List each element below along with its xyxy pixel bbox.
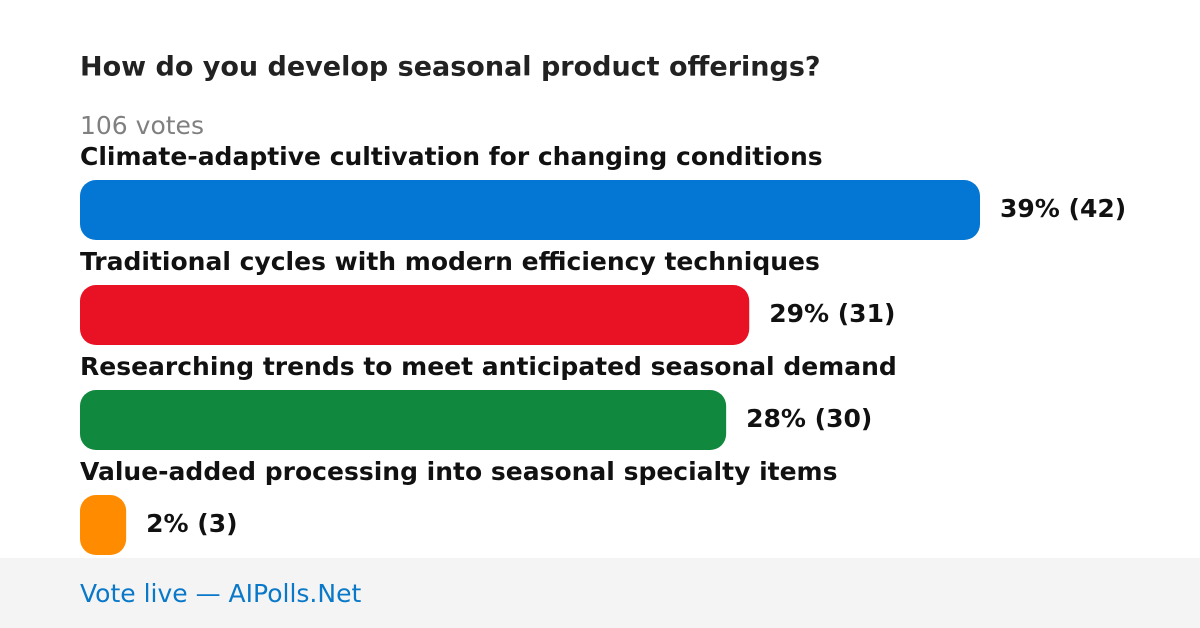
value-label: 2% (3) <box>146 509 237 538</box>
option-label: Traditional cycles with modern efficienc… <box>80 247 820 276</box>
footer-link[interactable]: Vote live — AIPolls.Net <box>80 579 361 608</box>
vote-count: 106 votes <box>80 111 204 140</box>
bar <box>80 495 127 555</box>
bar <box>80 180 980 240</box>
footer-band <box>0 558 1200 628</box>
value-label: 29% (31) <box>769 299 895 328</box>
value-label: 39% (42) <box>1000 194 1126 223</box>
option-label: Climate-adaptive cultivation for changin… <box>80 142 823 171</box>
poll-title: How do you develop seasonal product offe… <box>80 52 821 83</box>
bar <box>80 285 750 345</box>
option-label: Value-added processing into seasonal spe… <box>80 457 837 486</box>
option-label: Researching trends to meet anticipated s… <box>80 352 897 381</box>
bar <box>80 390 727 450</box>
value-label: 28% (30) <box>746 404 872 433</box>
